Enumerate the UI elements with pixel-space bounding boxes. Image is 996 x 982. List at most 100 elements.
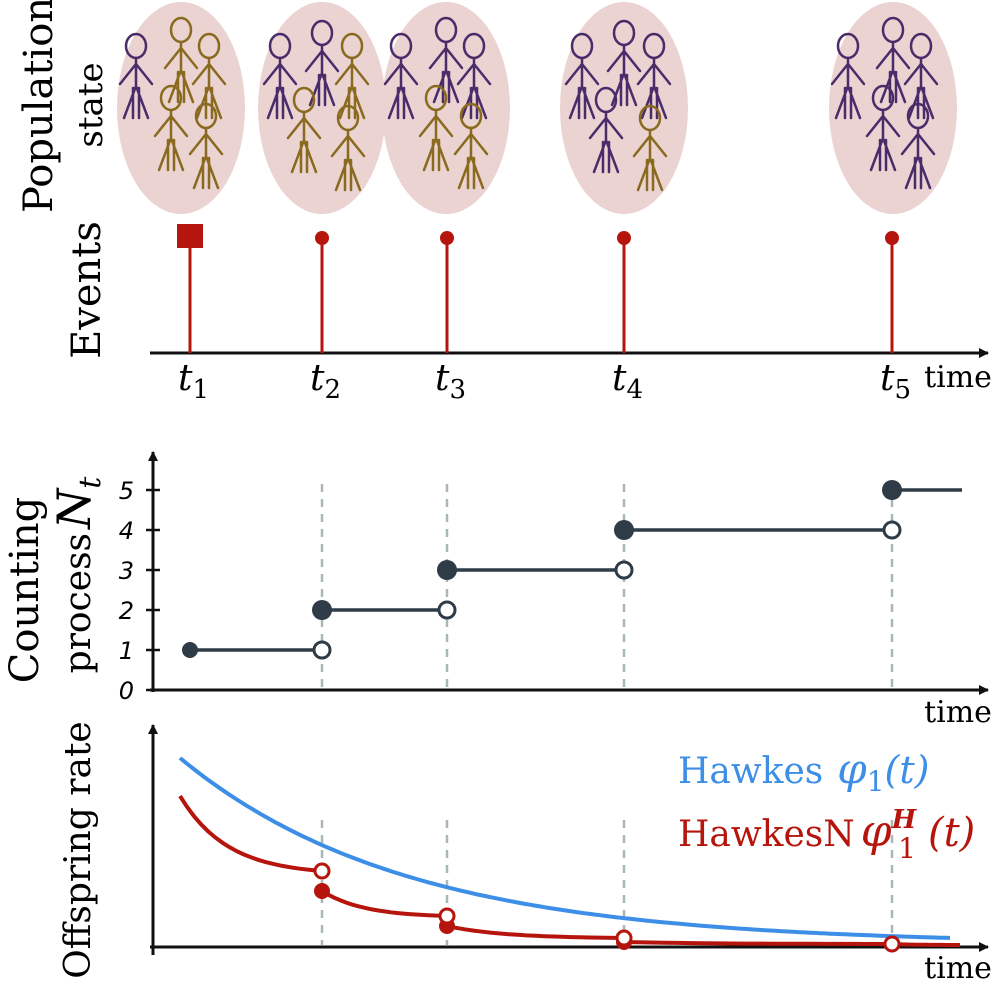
hawkesn-closed-point <box>314 883 330 899</box>
person-icon <box>456 32 492 120</box>
counting-panel: Counting processNt 0 1 2 3 4 5 time <box>2 451 992 730</box>
population-ellipse <box>829 2 957 214</box>
event-marker-dot <box>885 231 899 245</box>
events-xlabel: time <box>924 360 992 395</box>
person-icon <box>588 86 624 174</box>
events-ylabel: Events <box>64 221 110 359</box>
population-ellipse <box>117 2 245 214</box>
hawkesn-markers <box>313 862 901 953</box>
event-time-label: t4 <box>612 358 643 405</box>
event-marker-square <box>177 224 203 248</box>
hawkesn-curve-segment <box>446 924 625 940</box>
counting-event-guides <box>320 484 894 688</box>
person-icon <box>118 32 154 120</box>
person-icon <box>304 19 340 107</box>
counting-tick-label: 2 <box>119 597 134 625</box>
event-marker-dot <box>440 231 454 245</box>
person-icon <box>865 84 901 172</box>
person-icon <box>453 102 489 190</box>
hawkesn-curve-segment <box>178 794 323 873</box>
hawkesn-curve-segment <box>891 942 960 947</box>
population-ylabel-line2: state <box>71 62 111 147</box>
counting-steps <box>182 480 962 660</box>
hawkesn-legend-label: HawkesN <box>678 814 855 855</box>
hawkes-symbol-base: φ <box>837 744 867 793</box>
event-time-label-sub: 2 <box>324 375 341 405</box>
hawkes-legend-label: Hawkes <box>678 751 823 792</box>
hawkesn-symbol-sub: 1 <box>898 832 916 865</box>
hawkesn-open-point <box>313 862 331 880</box>
hawkesn-open-point <box>883 935 901 953</box>
event-time-labels: t1 t2 t3 t4 t5 <box>178 358 911 405</box>
person-icon <box>632 104 668 192</box>
population-groups <box>117 2 957 214</box>
population-group <box>258 2 386 214</box>
person-icon <box>875 16 911 104</box>
counting-open-point <box>614 560 634 580</box>
person-icon <box>262 32 298 120</box>
person-icon <box>636 32 672 120</box>
offspring-panel: Offspring rate Hawkes φ1(t) HawkesN φH 1 (t)… <box>58 721 992 982</box>
population-ellipse <box>382 2 510 214</box>
hawkes-symbol-arg: (t) <box>885 748 930 792</box>
hawkesn-curve <box>178 794 960 947</box>
person-icon <box>191 32 227 120</box>
person-icon <box>418 84 454 172</box>
person-icon <box>334 32 370 120</box>
hawkesn-curve-segment <box>623 940 892 946</box>
person-icon <box>606 19 642 107</box>
hawkes-legend: Hawkes φ1(t) <box>678 744 929 798</box>
counting-closed-point <box>614 520 634 540</box>
population-ylabel-line1: Population <box>16 0 62 213</box>
hawkes-symbol-sub: 1 <box>867 765 885 798</box>
person-icon <box>903 32 939 120</box>
hawkesn-curve-segment <box>320 889 448 918</box>
event-time-label-base: t <box>880 358 895 399</box>
person-icon <box>163 16 199 104</box>
counting-symbol-base: N <box>47 487 101 530</box>
counting-tick-label: 5 <box>119 477 134 505</box>
person-icon <box>830 32 866 120</box>
population-group <box>560 2 688 214</box>
person-icon <box>153 84 189 172</box>
hawkesn-symbol-sup: H <box>891 805 918 835</box>
event-marker-dot <box>315 231 329 245</box>
event-time-label: t5 <box>880 358 911 405</box>
hawkesn-legend: HawkesN φH 1 (t) <box>678 805 975 865</box>
offspring-xlabel: time <box>924 951 992 982</box>
hawkesn-symbol-base: φ <box>861 806 892 857</box>
counting-closed-point <box>182 642 198 658</box>
event-time-label-base: t <box>612 358 627 399</box>
counting-closed-point <box>312 600 332 620</box>
population-ellipse <box>560 2 688 214</box>
population-panel: Population state <box>16 0 957 214</box>
person-icon <box>564 32 600 120</box>
counting-closed-point <box>882 480 902 500</box>
counting-tick-label: 3 <box>119 557 134 585</box>
counting-y-ticks: 0 1 2 3 4 5 <box>119 477 160 705</box>
person-icon <box>286 86 322 174</box>
event-time-label-sub: 1 <box>192 375 209 405</box>
offspring-ylabel: Offspring rate <box>58 721 99 978</box>
event-time-label: t1 <box>178 358 209 405</box>
person-icon <box>383 32 419 120</box>
counting-tick-label: 0 <box>119 677 134 705</box>
population-group <box>382 2 510 214</box>
event-time-label-sub: 5 <box>894 375 911 405</box>
event-marker-dot <box>617 231 631 245</box>
counting-ylabel-line1: Counting <box>2 497 48 683</box>
counting-open-point <box>312 640 332 660</box>
event-time-label: t2 <box>310 358 341 405</box>
event-time-label: t3 <box>435 358 466 405</box>
event-time-label-sub: 4 <box>626 375 643 405</box>
person-icon <box>900 102 936 190</box>
events-panel: Events t1 t2 t3 t4 t5 time <box>64 221 992 405</box>
counting-xlabel: time <box>924 695 992 730</box>
hawkesn-symbol-arg: (t) <box>928 810 975 856</box>
hawkesn-open-point <box>615 929 633 947</box>
hawkes-curve <box>178 756 951 940</box>
event-stems <box>177 224 899 353</box>
person-icon <box>330 104 366 192</box>
